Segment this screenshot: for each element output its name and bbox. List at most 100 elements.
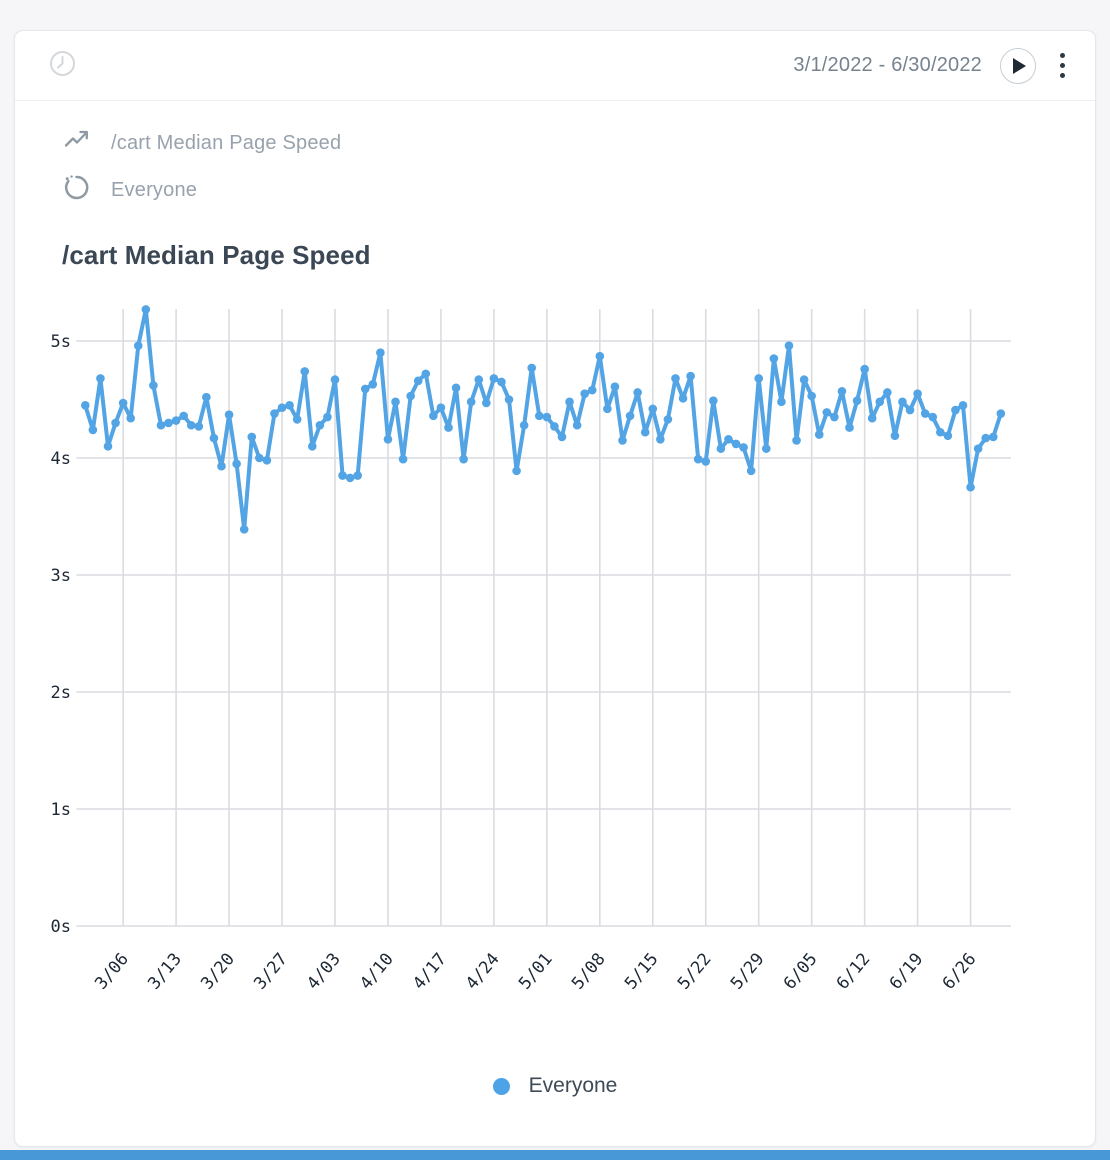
data-point[interactable]: [171, 416, 181, 425]
data-point[interactable]: [519, 420, 529, 430]
data-point[interactable]: [996, 409, 1006, 418]
legend-item-everyone[interactable]: Everyone: [15, 1074, 1095, 1098]
data-point[interactable]: [300, 367, 310, 376]
data-point[interactable]: [118, 398, 128, 408]
data-point[interactable]: [466, 397, 476, 407]
data-point[interactable]: [565, 397, 574, 407]
data-point[interactable]: [656, 434, 665, 444]
data-point[interactable]: [406, 391, 415, 401]
data-point[interactable]: [209, 433, 219, 443]
data-point[interactable]: [905, 405, 915, 415]
data-point[interactable]: [141, 305, 151, 314]
data-point[interactable]: [262, 456, 272, 465]
data-point[interactable]: [368, 379, 378, 389]
data-point[interactable]: [345, 473, 355, 483]
data-point[interactable]: [633, 388, 642, 397]
data-point[interactable]: [421, 369, 431, 379]
data-point[interactable]: [769, 354, 779, 363]
data-point[interactable]: [625, 411, 635, 421]
data-point[interactable]: [958, 401, 968, 410]
data-point[interactable]: [973, 444, 983, 453]
data-point[interactable]: [595, 351, 605, 361]
data-point[interactable]: [572, 420, 582, 430]
data-point[interactable]: [239, 525, 249, 534]
data-point[interactable]: [883, 388, 892, 397]
data-point[interactable]: [731, 439, 741, 449]
data-point[interactable]: [686, 371, 695, 381]
data-point[interactable]: [875, 397, 885, 407]
data-point[interactable]: [754, 374, 764, 383]
data-point[interactable]: [323, 412, 332, 422]
data-point[interactable]: [792, 436, 801, 445]
data-point[interactable]: [164, 418, 173, 428]
data-point[interactable]: [489, 374, 499, 383]
data-point[interactable]: [640, 427, 650, 437]
data-point[interactable]: [353, 471, 362, 480]
data-point[interactable]: [580, 389, 589, 398]
data-point[interactable]: [550, 422, 559, 431]
data-point[interactable]: [936, 427, 945, 437]
data-point[interactable]: [96, 374, 105, 383]
data-point[interactable]: [315, 420, 325, 430]
data-point[interactable]: [943, 431, 953, 441]
data-point[interactable]: [920, 409, 930, 418]
data-point[interactable]: [988, 432, 998, 442]
data-point[interactable]: [981, 433, 991, 443]
data-point[interactable]: [285, 401, 294, 410]
data-point[interactable]: [648, 404, 658, 414]
data-point[interactable]: [474, 375, 484, 384]
data-point[interactable]: [436, 403, 446, 412]
data-point[interactable]: [307, 442, 317, 451]
data-point[interactable]: [534, 411, 544, 421]
data-point[interactable]: [111, 418, 120, 428]
data-point[interactable]: [852, 396, 862, 405]
data-point[interactable]: [784, 341, 794, 350]
data-point[interactable]: [951, 405, 960, 415]
data-point[interactable]: [845, 423, 854, 432]
data-point[interactable]: [724, 434, 733, 444]
data-point[interactable]: [338, 471, 347, 480]
date-range[interactable]: 3/1/2022 - 6/30/2022: [793, 54, 982, 76]
data-point[interactable]: [913, 389, 922, 398]
data-point[interactable]: [663, 415, 673, 424]
data-point[interactable]: [814, 430, 824, 439]
data-point[interactable]: [830, 412, 839, 422]
data-point[interactable]: [149, 381, 158, 390]
data-point[interactable]: [186, 420, 196, 430]
data-point[interactable]: [179, 411, 188, 421]
data-point[interactable]: [890, 431, 900, 441]
data-point[interactable]: [202, 392, 211, 402]
data-point[interactable]: [376, 348, 385, 357]
data-point[interactable]: [966, 482, 975, 492]
data-point[interactable]: [255, 453, 264, 463]
data-point[interactable]: [671, 374, 680, 383]
data-point[interactable]: [383, 434, 393, 444]
data-point[interactable]: [398, 454, 408, 464]
data-point[interactable]: [194, 422, 204, 431]
data-point[interactable]: [867, 413, 877, 423]
data-point[interactable]: [444, 423, 453, 432]
data-point[interactable]: [610, 382, 620, 391]
data-point[interactable]: [837, 387, 847, 396]
data-point[interactable]: [860, 364, 869, 374]
data-point[interactable]: [557, 432, 567, 442]
data-point[interactable]: [777, 397, 786, 407]
data-point[interactable]: [429, 411, 438, 421]
data-point[interactable]: [701, 457, 711, 466]
data-point[interactable]: [497, 377, 506, 387]
data-point[interactable]: [459, 454, 468, 464]
data-point[interactable]: [898, 397, 907, 407]
data-point[interactable]: [807, 391, 816, 401]
data-point[interactable]: [482, 398, 491, 408]
data-point[interactable]: [126, 413, 135, 423]
data-point[interactable]: [587, 385, 597, 395]
data-point[interactable]: [156, 420, 166, 430]
data-point[interactable]: [716, 444, 726, 453]
data-point[interactable]: [451, 383, 461, 393]
data-point[interactable]: [224, 410, 234, 420]
data-point[interactable]: [928, 412, 938, 422]
data-point[interactable]: [270, 409, 279, 418]
data-point[interactable]: [88, 425, 98, 435]
chart-area[interactable]: 0s 1s 2s 3s 4s 5s 3/06 3/13 3/20 3/27 4/03 4/10 4/17…: [15, 287, 1095, 1030]
data-point[interactable]: [693, 454, 703, 464]
